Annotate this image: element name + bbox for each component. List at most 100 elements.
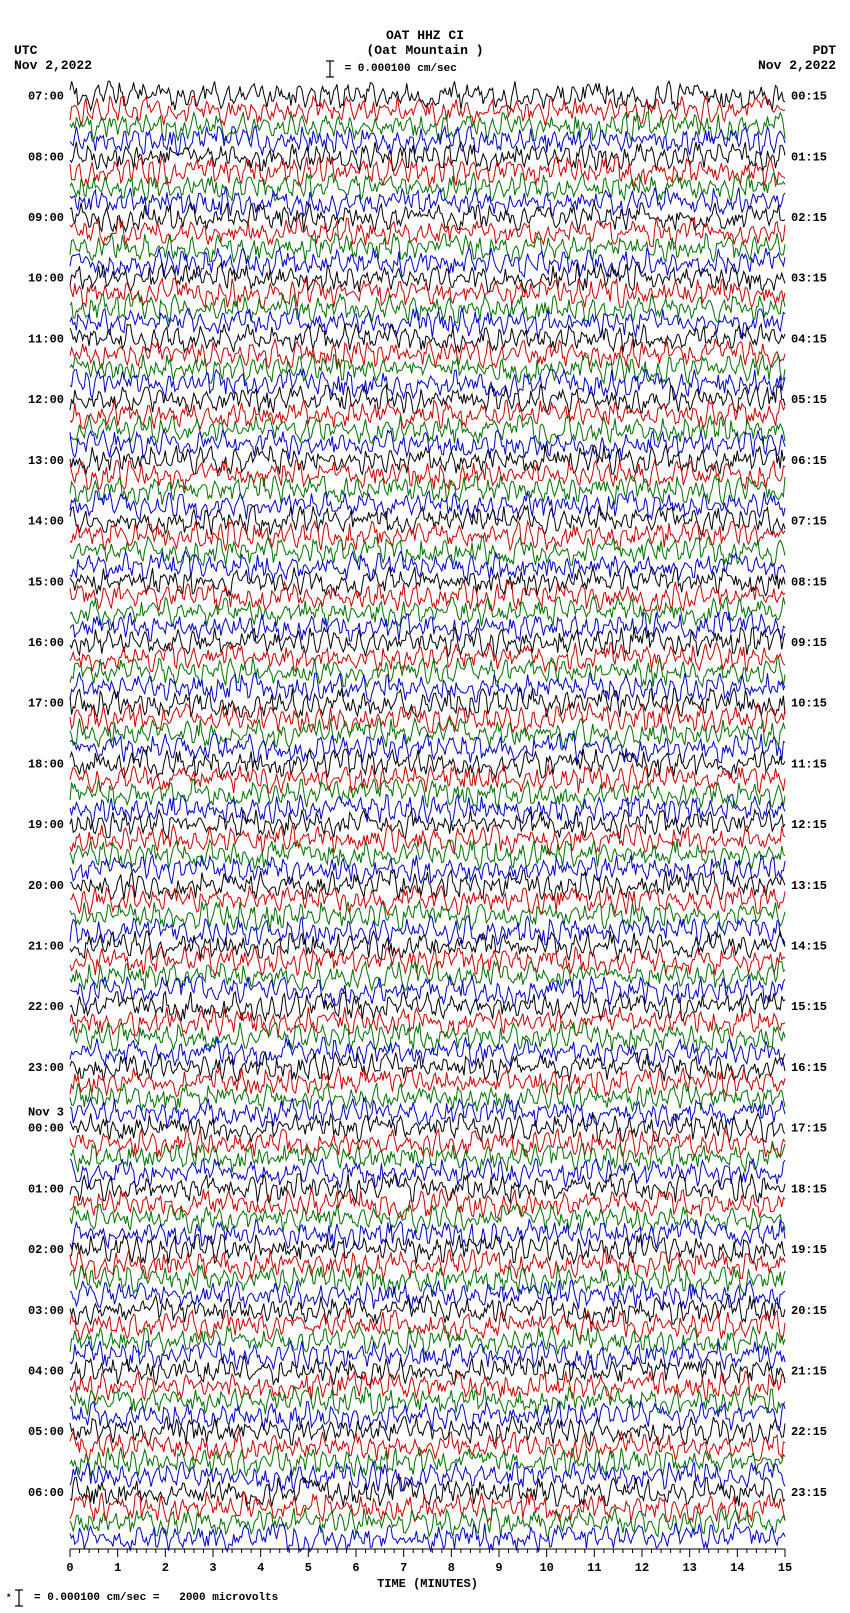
left-time-label: 02:00 [28,1243,64,1257]
seismic-trace [70,1174,785,1203]
x-tick-label: 8 [448,1561,455,1575]
x-tick-label: 5 [305,1561,312,1575]
seismic-trace [70,521,785,550]
left-time-label: 15:00 [28,575,64,589]
right-time-label: 16:15 [791,1061,827,1075]
left-time-label: 09:00 [28,211,64,225]
seismic-trace [70,218,785,247]
scale-bar-icon [14,1589,24,1607]
seismic-trace [70,400,785,429]
right-time-label: 06:15 [791,454,827,468]
right-time-label: 08:15 [791,575,827,589]
left-time-label: 17:00 [28,697,64,711]
seismic-trace [70,597,785,626]
seismic-trace [70,628,785,657]
helicorder-page: OAT HHZ CI (Oat Mountain ) UTC Nov 2,202… [0,0,850,1613]
x-tick-label: 4 [257,1561,264,1575]
x-tick-label: 13 [682,1561,696,1575]
right-time-label: 20:15 [791,1304,827,1318]
left-time-label: 22:00 [28,1000,64,1014]
left-time-label: 23:00 [28,1061,64,1075]
seismic-trace [70,324,785,353]
left-time-label: 14:00 [28,515,64,529]
x-tick-label: 0 [66,1561,73,1575]
left-time-label: 05:00 [28,1425,64,1439]
left-time-label: 12:00 [28,393,64,407]
right-time-label: 21:15 [791,1364,827,1378]
left-time-label: 04:00 [28,1364,64,1378]
right-time-label: 02:15 [791,211,827,225]
seismic-trace [70,840,785,869]
seismic-trace [70,1417,785,1446]
helicorder-plot: 07:00 08:00 09:00 10:00 11:00 12:00 13:00 14:00… [0,0,850,1613]
x-tick-label: 14 [730,1561,744,1575]
seismic-trace [70,233,785,262]
right-time-label: 01:15 [791,150,827,164]
x-tick-label: 7 [400,1561,407,1575]
seismic-trace [70,1129,785,1158]
seismic-trace [70,1083,785,1112]
seismic-trace [70,613,785,642]
seismic-trace [70,946,785,975]
seismic-trace [70,491,785,520]
x-tick-label: 3 [209,1561,216,1575]
right-time-label: 07:15 [791,515,827,529]
seismic-trace [70,370,785,399]
x-tick-label: 12 [635,1561,649,1575]
x-tick-label: 2 [162,1561,169,1575]
left-time-label: 03:00 [28,1304,64,1318]
right-time-label: 10:15 [791,697,827,711]
left-time-label: 21:00 [28,940,64,954]
seismic-trace [70,476,785,505]
seismic-trace [70,810,785,839]
right-time-label: 12:15 [791,818,827,832]
x-tick-label: 15 [778,1561,792,1575]
right-time-label: 09:15 [791,636,827,650]
right-time-label: 04:15 [791,332,827,346]
footer-scale: * = 0.000100 cm/sec = 2000 microvolts [6,1589,278,1607]
left-time-label: 01:00 [28,1182,64,1196]
seismic-trace [70,704,785,733]
seismic-trace [70,1265,785,1294]
left-time-label: 16:00 [28,636,64,650]
seismic-trace [70,1068,785,1097]
x-tick-label: 9 [495,1561,502,1575]
right-time-label: 05:15 [791,393,827,407]
seismic-trace [70,764,785,793]
right-time-label: 18:15 [791,1182,827,1196]
seismic-trace [70,1053,785,1082]
right-time-label: 03:15 [791,272,827,286]
seismic-trace [70,1341,785,1370]
seismic-trace [70,1326,785,1355]
footer-star: * [6,1593,11,1603]
left-time-label: 00:00 [28,1122,64,1136]
right-time-label: 22:15 [791,1425,827,1439]
x-tick-label: 1 [114,1561,121,1575]
seismic-trace [70,203,785,232]
seismic-trace [70,916,785,945]
left-time-label: 06:00 [28,1486,64,1500]
left-time-label: 18:00 [28,757,64,771]
right-time-label: 23:15 [791,1486,827,1500]
left-time-label: 07:00 [28,90,64,104]
left-time-label: 13:00 [28,454,64,468]
right-time-label: 14:15 [791,940,827,954]
left-time-label: 20:00 [28,879,64,893]
x-tick-label: 10 [539,1561,553,1575]
left-time-label: 08:00 [28,150,64,164]
seismic-trace [70,1037,785,1066]
seismic-trace [70,1402,785,1431]
right-time-label: 19:15 [791,1243,827,1257]
seismic-trace [70,461,785,490]
x-tick-label: 6 [352,1561,359,1575]
x-axis-label: TIME (MINUTES) [377,1577,478,1591]
right-time-label: 11:15 [791,757,827,771]
footer-text: = 0.000100 cm/sec = 2000 microvolts [27,1592,278,1604]
utc-date-break: Nov 3 [28,1106,64,1120]
x-tick-label: 11 [587,1561,601,1575]
right-time-label: 15:15 [791,1000,827,1014]
left-time-label: 11:00 [28,332,64,346]
left-time-label: 10:00 [28,272,64,286]
seismic-trace [70,355,785,384]
left-time-label: 19:00 [28,818,64,832]
